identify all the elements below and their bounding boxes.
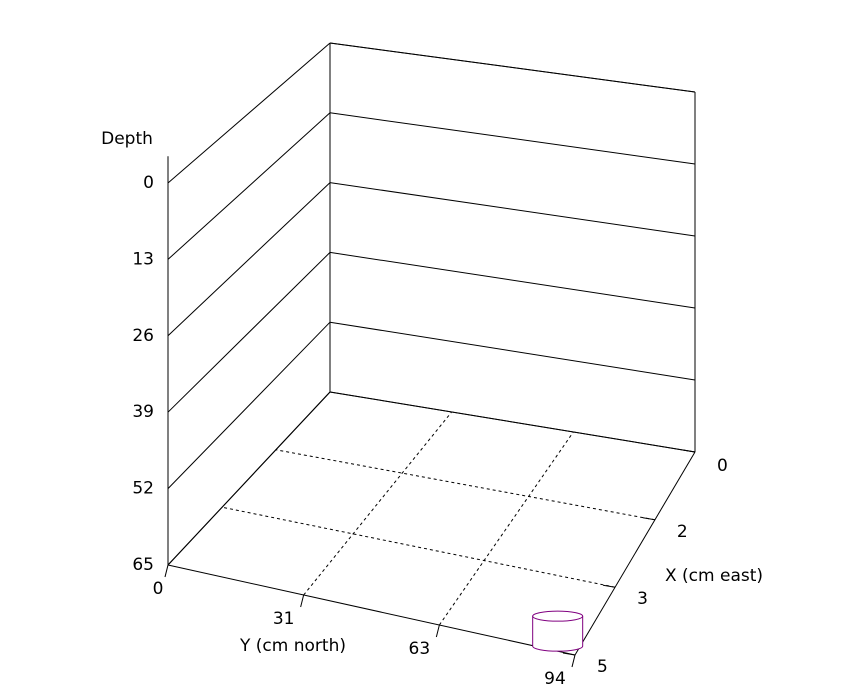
grid-line	[167, 42, 331, 184]
x-tick	[682, 449, 696, 453]
y-tick	[300, 594, 305, 608]
y-tick-label: 94	[544, 669, 566, 689]
y-tick-label: 63	[409, 639, 431, 659]
grid-line	[329, 42, 696, 93]
z-tick-label: 65	[132, 555, 154, 575]
grid-line	[167, 321, 331, 489]
grid-line	[329, 182, 696, 237]
x-tick-label: 5	[597, 657, 608, 677]
z-tick-label: 39	[132, 402, 154, 422]
x-tick	[562, 652, 576, 656]
grid-line	[167, 391, 331, 566]
z-tick-label: 26	[132, 326, 154, 346]
grid-line	[329, 391, 696, 453]
grid-line	[329, 251, 696, 309]
x-axis	[574, 451, 696, 656]
cylinder-top	[532, 610, 584, 622]
grid-line	[222, 506, 616, 588]
grid-line	[167, 182, 331, 337]
y-tick	[164, 564, 169, 578]
y-tick	[571, 654, 576, 668]
x-tick-label: 2	[677, 522, 688, 542]
grid-line	[275, 449, 656, 521]
y-tick	[435, 624, 440, 638]
z-tick-label: 0	[143, 173, 154, 193]
z-tick-label: 52	[132, 479, 154, 499]
y-tick-label: 0	[153, 579, 164, 599]
y-tick-label: 31	[273, 609, 295, 629]
z-axis-label: Depth	[101, 129, 153, 149]
x-tick-label: 0	[717, 456, 728, 476]
grid-line	[167, 252, 331, 413]
grid-line	[167, 112, 331, 260]
y-axis	[167, 564, 576, 656]
x-axis-label: X (cm east)	[665, 566, 763, 586]
y-axis-label: Y (cm north)	[239, 636, 346, 656]
x-tick-label: 3	[637, 589, 648, 609]
grid-line	[329, 112, 696, 165]
grid-line	[329, 321, 696, 381]
z-tick-label: 13	[132, 249, 154, 269]
cylinder-body	[532, 616, 584, 652]
cylinder-marker	[532, 610, 584, 652]
